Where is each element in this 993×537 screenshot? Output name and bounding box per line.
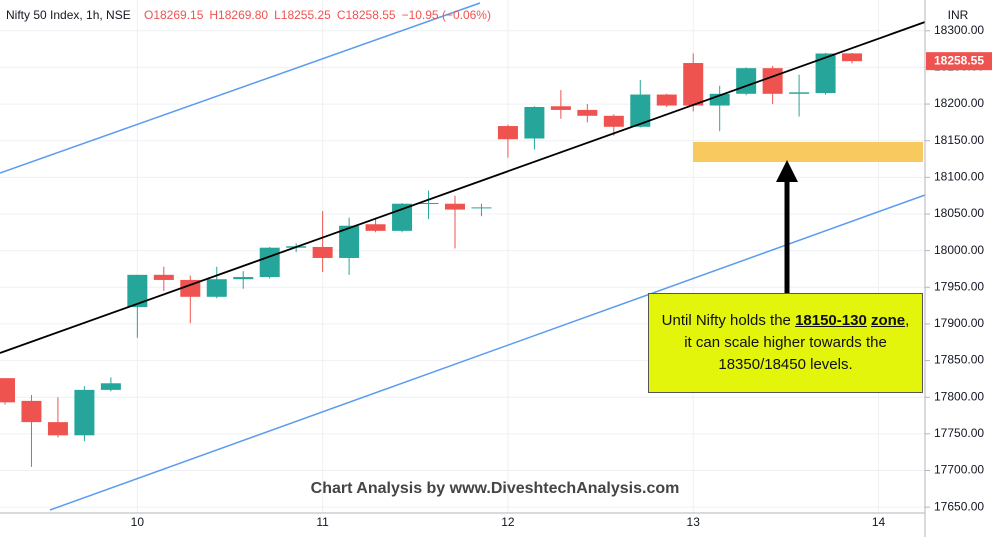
- candle-body: [630, 94, 651, 127]
- y-tick-label: 17750.00: [934, 426, 984, 440]
- watermark: Chart Analysis by www.DiveshtechAnalysis…: [311, 480, 680, 497]
- y-tick-label: 18100.00: [934, 170, 984, 184]
- x-tick-label: 13: [687, 515, 701, 529]
- price-label-box: [926, 52, 992, 71]
- x-tick-label: 14: [872, 515, 886, 529]
- annotation-zone: zone: [870, 312, 906, 329]
- candle-body: [815, 53, 836, 94]
- price-label: 18258.55: [934, 53, 984, 67]
- candle-body: [392, 203, 413, 231]
- candle-body: [21, 400, 42, 423]
- candle-body: [100, 383, 121, 390]
- candle-body: [762, 68, 783, 94]
- ohlc-value: O18269.15: [144, 8, 204, 22]
- candle-body: [180, 279, 201, 297]
- candle-body: [418, 203, 439, 205]
- y-tick-label: 18200.00: [934, 96, 984, 110]
- annotation-part: , it can scale higher towards the 18350/…: [684, 312, 910, 373]
- currency: INR: [948, 8, 969, 22]
- annotation: Until Nifty holds the 18150-130 zone, it…: [648, 293, 923, 393]
- arrow-head: [776, 160, 798, 182]
- candle-body: [153, 274, 174, 280]
- ohlc-value: H18269.80: [209, 8, 268, 22]
- candle-body: [206, 279, 227, 297]
- y-tick-label: 17700.00: [934, 463, 984, 477]
- candle-body: [312, 246, 333, 258]
- candle-body: [550, 106, 571, 110]
- annotation-text: Until Nifty holds the 18150-130 zone, it…: [659, 310, 912, 376]
- ohlc-value: −10.95 (−0.06%): [402, 8, 491, 22]
- y-tick-label: 18300.00: [934, 23, 984, 37]
- y-tick-label: 17900.00: [934, 316, 984, 330]
- y-tick-label: 17800.00: [934, 389, 984, 403]
- candle-body: [497, 126, 518, 140]
- candle-body: [736, 68, 757, 94]
- y-tick-label: 18050.00: [934, 206, 984, 220]
- y-tick-label: 17650.00: [934, 499, 984, 513]
- candle-body: [365, 224, 386, 231]
- candle-body: [339, 225, 360, 258]
- candle-body: [842, 53, 863, 62]
- candle-body: [603, 115, 624, 127]
- x-tick-label: 11: [316, 515, 329, 529]
- y-tick-label: 18000.00: [934, 243, 984, 257]
- y-tick-label: 18150.00: [934, 133, 984, 147]
- candle-body: [656, 94, 677, 106]
- support-zone: [693, 142, 923, 162]
- candle-body: [577, 109, 598, 116]
- candle-body: [47, 422, 68, 436]
- x-tick-label: 12: [501, 515, 515, 529]
- channel-upper: [0, 2, 481, 174]
- candle-body: [259, 247, 280, 278]
- y-tick-label: 17950.00: [934, 279, 984, 293]
- candle-body: [471, 207, 492, 209]
- ohlc-value: L18255.25: [274, 8, 331, 22]
- y-tick-label: 17850.00: [934, 353, 984, 367]
- candle-body: [0, 378, 15, 403]
- x-tick-label: 10: [131, 515, 145, 529]
- candle-body: [74, 389, 95, 436]
- trend-line: [0, 21, 926, 354]
- ohlc-value: C18258.55: [337, 8, 396, 22]
- candle-body: [709, 93, 730, 106]
- candle-body: [683, 63, 704, 106]
- candle-body: [127, 274, 148, 308]
- symbol: Nifty 50 Index, 1h, NSE: [6, 8, 131, 22]
- annotation-level: 18150-130: [795, 312, 867, 329]
- channel-lower: [49, 194, 926, 511]
- candle-body: [444, 203, 465, 210]
- candle-body: [789, 92, 810, 94]
- annotation-part: Until Nifty holds the: [661, 312, 796, 329]
- candle-body: [524, 106, 545, 139]
- candle-body: [233, 277, 254, 280]
